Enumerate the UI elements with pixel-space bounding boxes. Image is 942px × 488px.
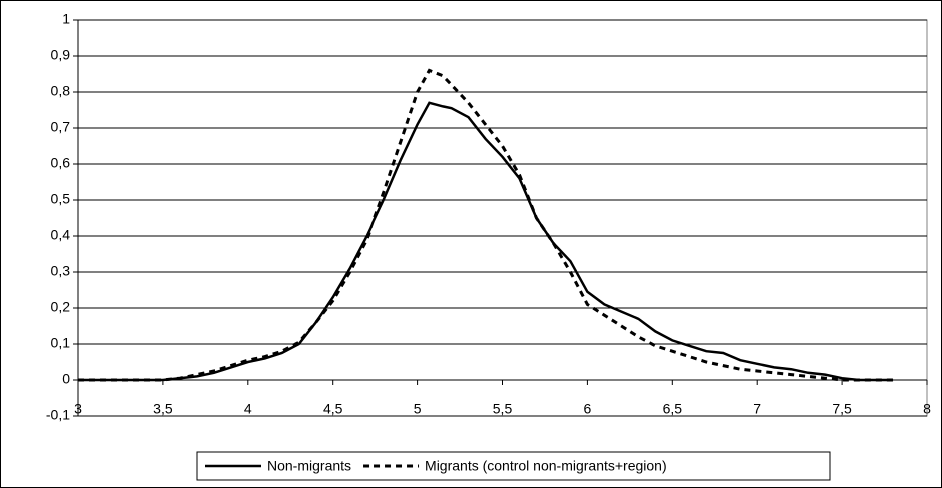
x-tick-label: 4 [244,401,252,417]
legend-label: Non-migrants [267,458,351,474]
y-tick-label: 0,2 [51,299,71,315]
y-tick-label: 0,6 [51,155,71,171]
x-tick-label: 7,5 [832,401,852,417]
x-tick-label: 5 [414,401,422,417]
y-tick-label: -0,1 [46,407,70,423]
y-tick-label: 0,4 [51,227,71,243]
y-tick-label: 0,3 [51,263,71,279]
x-tick-label: 6,5 [663,401,683,417]
legend-label: Migrants (control non-migrants+region) [425,458,667,474]
x-tick-label: 5,5 [493,401,513,417]
y-tick-label: 0 [62,371,70,387]
y-tick-label: 0,7 [51,119,71,135]
series-line [78,101,894,382]
x-tick-label: 8 [923,401,931,417]
y-tick-label: 1 [62,11,70,27]
y-tick-label: 0,8 [51,83,71,99]
x-tick-label: 7 [753,401,761,417]
y-tick-label: 0,5 [51,191,71,207]
x-tick-label: 3,5 [153,401,173,417]
legend-box [196,451,831,481]
x-tick-label: 4,5 [323,401,343,417]
x-tick-label: 6 [584,401,592,417]
y-tick-label: 0,9 [51,47,71,63]
plot-area [77,19,928,417]
x-tick-label: 3 [74,401,82,417]
y-tick-label: 0,1 [51,335,71,351]
